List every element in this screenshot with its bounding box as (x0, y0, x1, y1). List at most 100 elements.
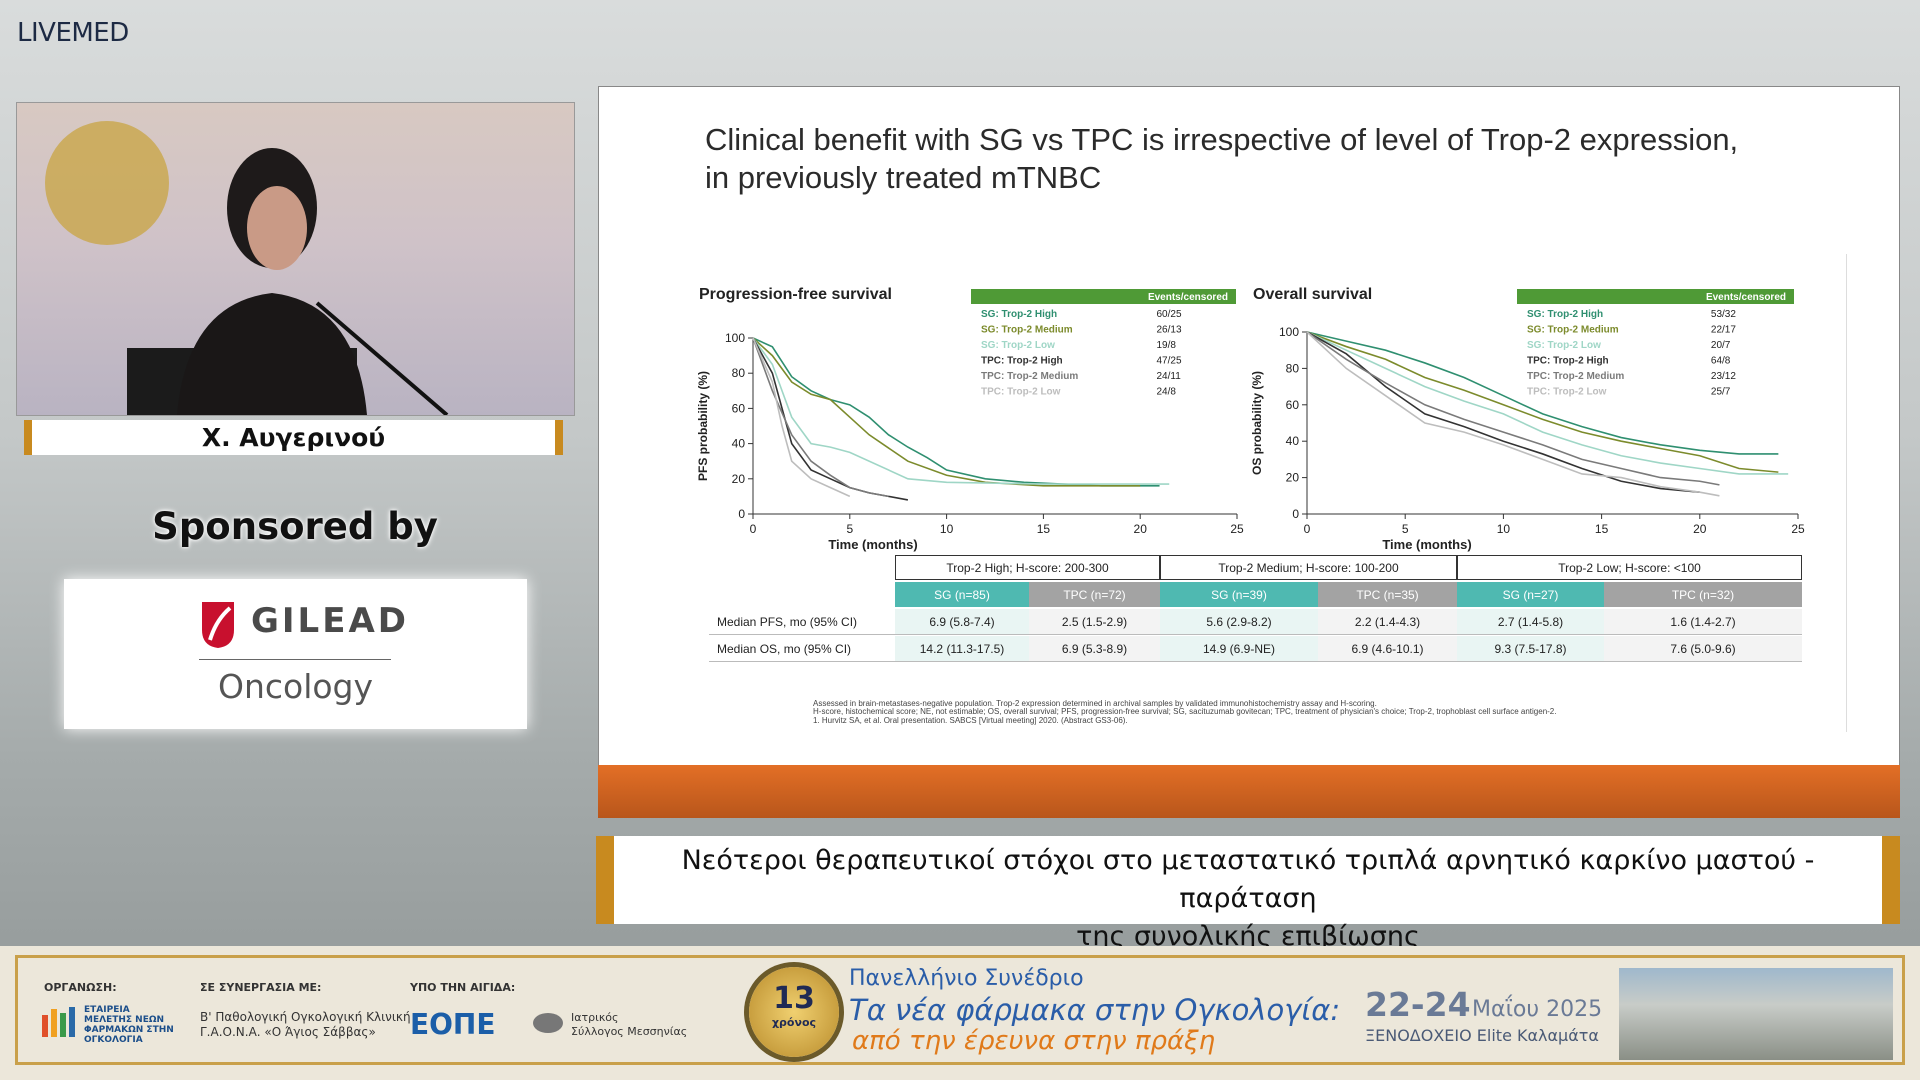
survival-curve (752, 337, 1141, 487)
y-tick-label: 80 (1286, 361, 1300, 375)
slide-band (598, 765, 1900, 818)
table-cell: 14.9 (6.9-NE) (1160, 636, 1318, 661)
sponsored-label: Sponsored by (152, 505, 438, 548)
speaker-body (177, 293, 367, 415)
y-tick-label: 40 (1286, 434, 1300, 448)
legend-events: 25/7 (1711, 387, 1731, 398)
table-cell: 6.9 (5.8-7.4) (895, 609, 1029, 634)
congress-badge (45, 121, 169, 245)
legend-entry: TPC: Trop-2 Low (1527, 387, 1607, 398)
association-logo (533, 1013, 563, 1033)
chart-title: Progression-free survival (699, 286, 892, 303)
table-cell: 6.9 (4.6-10.1) (1318, 636, 1457, 661)
legend-events: 23/12 (1711, 371, 1736, 382)
gilead-division: Oncology (217, 667, 374, 706)
footer-banner (0, 946, 1920, 1080)
association-line: Ιατρικός (571, 1011, 619, 1024)
livemed-logo: LIVEMED (17, 18, 129, 48)
auspices-label: ΥΠΟ ΤΗΝ ΑΙΓΙΔΑ: (410, 981, 516, 994)
congress-badge: 13 χρόνος (749, 967, 839, 1057)
x-tick-label: 15 (1037, 522, 1051, 536)
table-cell: 2.5 (1.5-2.9) (1029, 609, 1160, 634)
legend-entry: SG: Trop-2 Low (1527, 340, 1601, 351)
x-tick-label: 25 (1230, 522, 1244, 536)
x-tick-label: 0 (1304, 522, 1311, 536)
speaker-face (247, 186, 307, 270)
legend-entry: TPC: Trop-2 High (1527, 356, 1609, 367)
footnote: 1. Hurvitz SA, et al. Oral presentation.… (813, 716, 1128, 725)
table-cell: 14.2 (11.3-17.5) (895, 636, 1029, 661)
x-tick-label: 5 (846, 522, 853, 536)
legend-events: 47/25 (1157, 356, 1182, 367)
legend-events: 22/17 (1711, 325, 1736, 336)
y-tick-label: 100 (725, 331, 745, 345)
sponsor-logo: GILEAD Oncology (64, 579, 527, 729)
table-cell: 1.6 (1.4-2.7) (1604, 609, 1802, 634)
y-tick-label: 60 (732, 401, 746, 415)
org-label: ΟΡΓΑΝΩΣΗ: (44, 981, 117, 994)
speaker-name: Χ. Αυγερινού (24, 420, 563, 455)
results-table: Trop-2 High; H-score: 200-300 Trop-2 Medi… (709, 555, 1802, 662)
legend-entry: TPC: Trop-2 High (981, 356, 1063, 367)
legend-events: 26/13 (1157, 325, 1182, 336)
legend-header (971, 289, 1236, 304)
subheader: TPC (n=32) (1604, 582, 1802, 607)
subheader: SG (n=85) (895, 582, 1029, 607)
survival-curve (1306, 331, 1779, 455)
chart-title: Overall survival (1253, 286, 1372, 303)
subheader: SG (n=27) (1457, 582, 1604, 607)
congress-dates: 22-24 (1365, 985, 1471, 1024)
y-tick-label: 0 (738, 507, 745, 521)
x-tick-label: 20 (1693, 522, 1707, 536)
y-tick-label: 60 (1286, 398, 1300, 412)
x-tick-label: 10 (1497, 522, 1511, 536)
slide-title: in previously treated mTNBC (705, 160, 1102, 195)
group-row: Trop-2 High; H-score: 200-300 Trop-2 Medi… (709, 555, 1802, 580)
x-tick-label: 0 (750, 522, 757, 536)
legend-entry: SG: Trop-2 Low (981, 340, 1055, 351)
legend-title: Events/censored (1148, 292, 1228, 303)
legend-events: 60/25 (1157, 309, 1182, 320)
badge-text: χρόνος (771, 1016, 817, 1029)
row-label: Median OS, mo (95% CI) (717, 641, 852, 656)
legend-header (1517, 289, 1794, 304)
legend-entry: SG: Trop-2 High (1527, 309, 1603, 320)
gilead-name: GILEAD (251, 601, 409, 641)
legend-events: 64/8 (1711, 356, 1731, 367)
gilead-mark (202, 602, 234, 648)
table-row: Median PFS, mo (95% CI) 6.9 (5.8-7.4) 2.5 … (709, 609, 1802, 635)
legend-events: 20/7 (1711, 340, 1731, 351)
congress-line: από την έρευνα στην πράξη (852, 1026, 1216, 1056)
video-frame (45, 121, 449, 415)
spacer (709, 555, 895, 580)
y-tick-label: 80 (732, 366, 746, 380)
legend-entry: SG: Trop-2 High (981, 309, 1057, 320)
table-cell: 7.6 (5.0-9.6) (1604, 636, 1802, 661)
collab-line: Β' Παθολογική Ογκολογική Κλινική (200, 1010, 411, 1024)
x-tick-label: 15 (1595, 522, 1609, 536)
y-tick-label: 100 (1279, 325, 1299, 339)
slide-title: Clinical benefit with SG vs TPC is irres… (705, 122, 1739, 157)
collab-line: Γ.Α.Ο.Ν.Α. «Ο Άγιος Σάββας» (200, 1025, 376, 1039)
y-axis-label: PFS probability (%) (696, 371, 710, 481)
org-name: ΕΤΑΙΡΕΙΑ ΜΕΛΕΤΗΣ ΝΕΩΝ ΦΑΡΜΑΚΩΝ ΣΤΗΝ ΟΓΚΟ… (84, 1005, 174, 1045)
survival-curve (1306, 331, 1779, 473)
legend-entry: SG: Trop-2 Medium (981, 325, 1073, 336)
row-label: Median PFS, mo (95% CI) (717, 614, 858, 629)
group-header: Trop-2 Low; H-score: <100 (1457, 555, 1802, 580)
subheader-row: SG (n=85) TPC (n=72) SG (n=39) TPC (n=35) SG… (709, 582, 1802, 607)
subheader: TPC (n=72) (1029, 582, 1160, 607)
association-line: Σύλλογος Μεσσηνίας (571, 1025, 688, 1038)
legend-entry: TPC: Trop-2 Medium (981, 371, 1078, 382)
legend-entry: TPC: Trop-2 Low (981, 387, 1061, 398)
y-axis-label: OS probability (%) (1250, 371, 1264, 475)
y-tick-label: 20 (1286, 471, 1300, 485)
survival-curve (752, 337, 851, 498)
congress-month: Μαΐου 2025 (1472, 997, 1603, 1022)
congress-line: Τα νέα φάρμακα στην Ογκολογία: (849, 993, 1341, 1027)
caption-line: Νεότεροι θεραπευτικοί στόχοι στο μεταστα… (681, 845, 1815, 914)
table-cell: 6.9 (5.3-8.9) (1029, 636, 1160, 661)
legend-events: 24/11 (1157, 371, 1182, 382)
x-tick-label: 20 (1134, 522, 1148, 536)
